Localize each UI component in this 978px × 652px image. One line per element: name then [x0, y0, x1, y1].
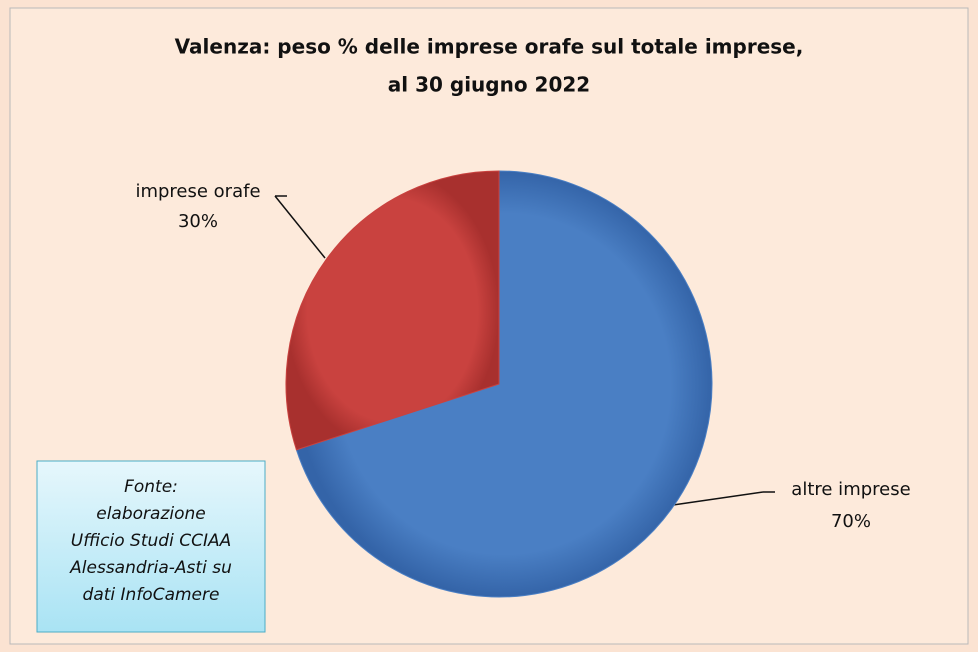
chart-title: al 30 giugno 2022 [388, 73, 590, 97]
source-note: dati InfoCamere [83, 585, 220, 605]
leader-line [672, 491, 764, 506]
slice-label: imprese orafe [135, 181, 260, 202]
source-note: Alessandria-Asti su [69, 558, 232, 578]
source-note: elaborazione [96, 504, 205, 524]
slice-value-label: 30% [178, 211, 218, 232]
pie-slice [295, 170, 713, 598]
leader-line [274, 195, 326, 259]
slice-label: altre imprese [791, 479, 910, 500]
slice-value-label: 70% [831, 511, 871, 532]
chart-title: Valenza: peso % delle imprese orafe sul … [175, 35, 804, 59]
pie-slice [285, 170, 500, 451]
source-note: Fonte: [124, 477, 178, 497]
source-box [36, 460, 266, 633]
source-note: Ufficio Studi CCIAA [71, 531, 231, 551]
